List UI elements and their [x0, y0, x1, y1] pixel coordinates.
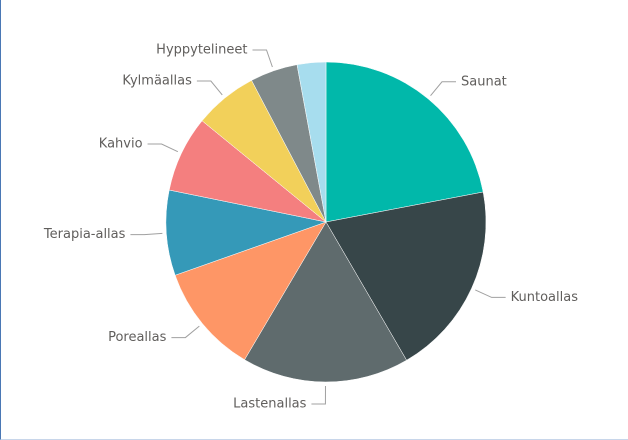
- slice-label: Lastenallas: [233, 396, 306, 411]
- leader-line: [130, 232, 163, 236]
- leader-line: [252, 49, 273, 68]
- pie-slice: [325, 61, 484, 223]
- pie-slice: [244, 221, 407, 383]
- slice-label: Kuntoallas: [511, 290, 579, 305]
- slice-label: Hyppytelineet: [156, 42, 247, 57]
- slice-label: Kylmäallas: [122, 74, 192, 89]
- pie-slice: [174, 221, 327, 361]
- slice-label: Terapia-allas: [43, 227, 126, 242]
- slice-label: Poreallas: [108, 330, 167, 345]
- leader-line: [171, 325, 200, 339]
- pie-slice: [296, 61, 327, 223]
- pie-slice: [325, 191, 487, 361]
- leader-line: [475, 289, 506, 298]
- leader-line: [147, 143, 179, 153]
- leader-line: [430, 81, 457, 96]
- slice-label: Saunat: [461, 74, 507, 89]
- pie-slice: [165, 189, 327, 276]
- leader-line: [196, 80, 223, 96]
- slice-label: Kahvio: [99, 136, 143, 151]
- leader-line: [311, 385, 326, 405]
